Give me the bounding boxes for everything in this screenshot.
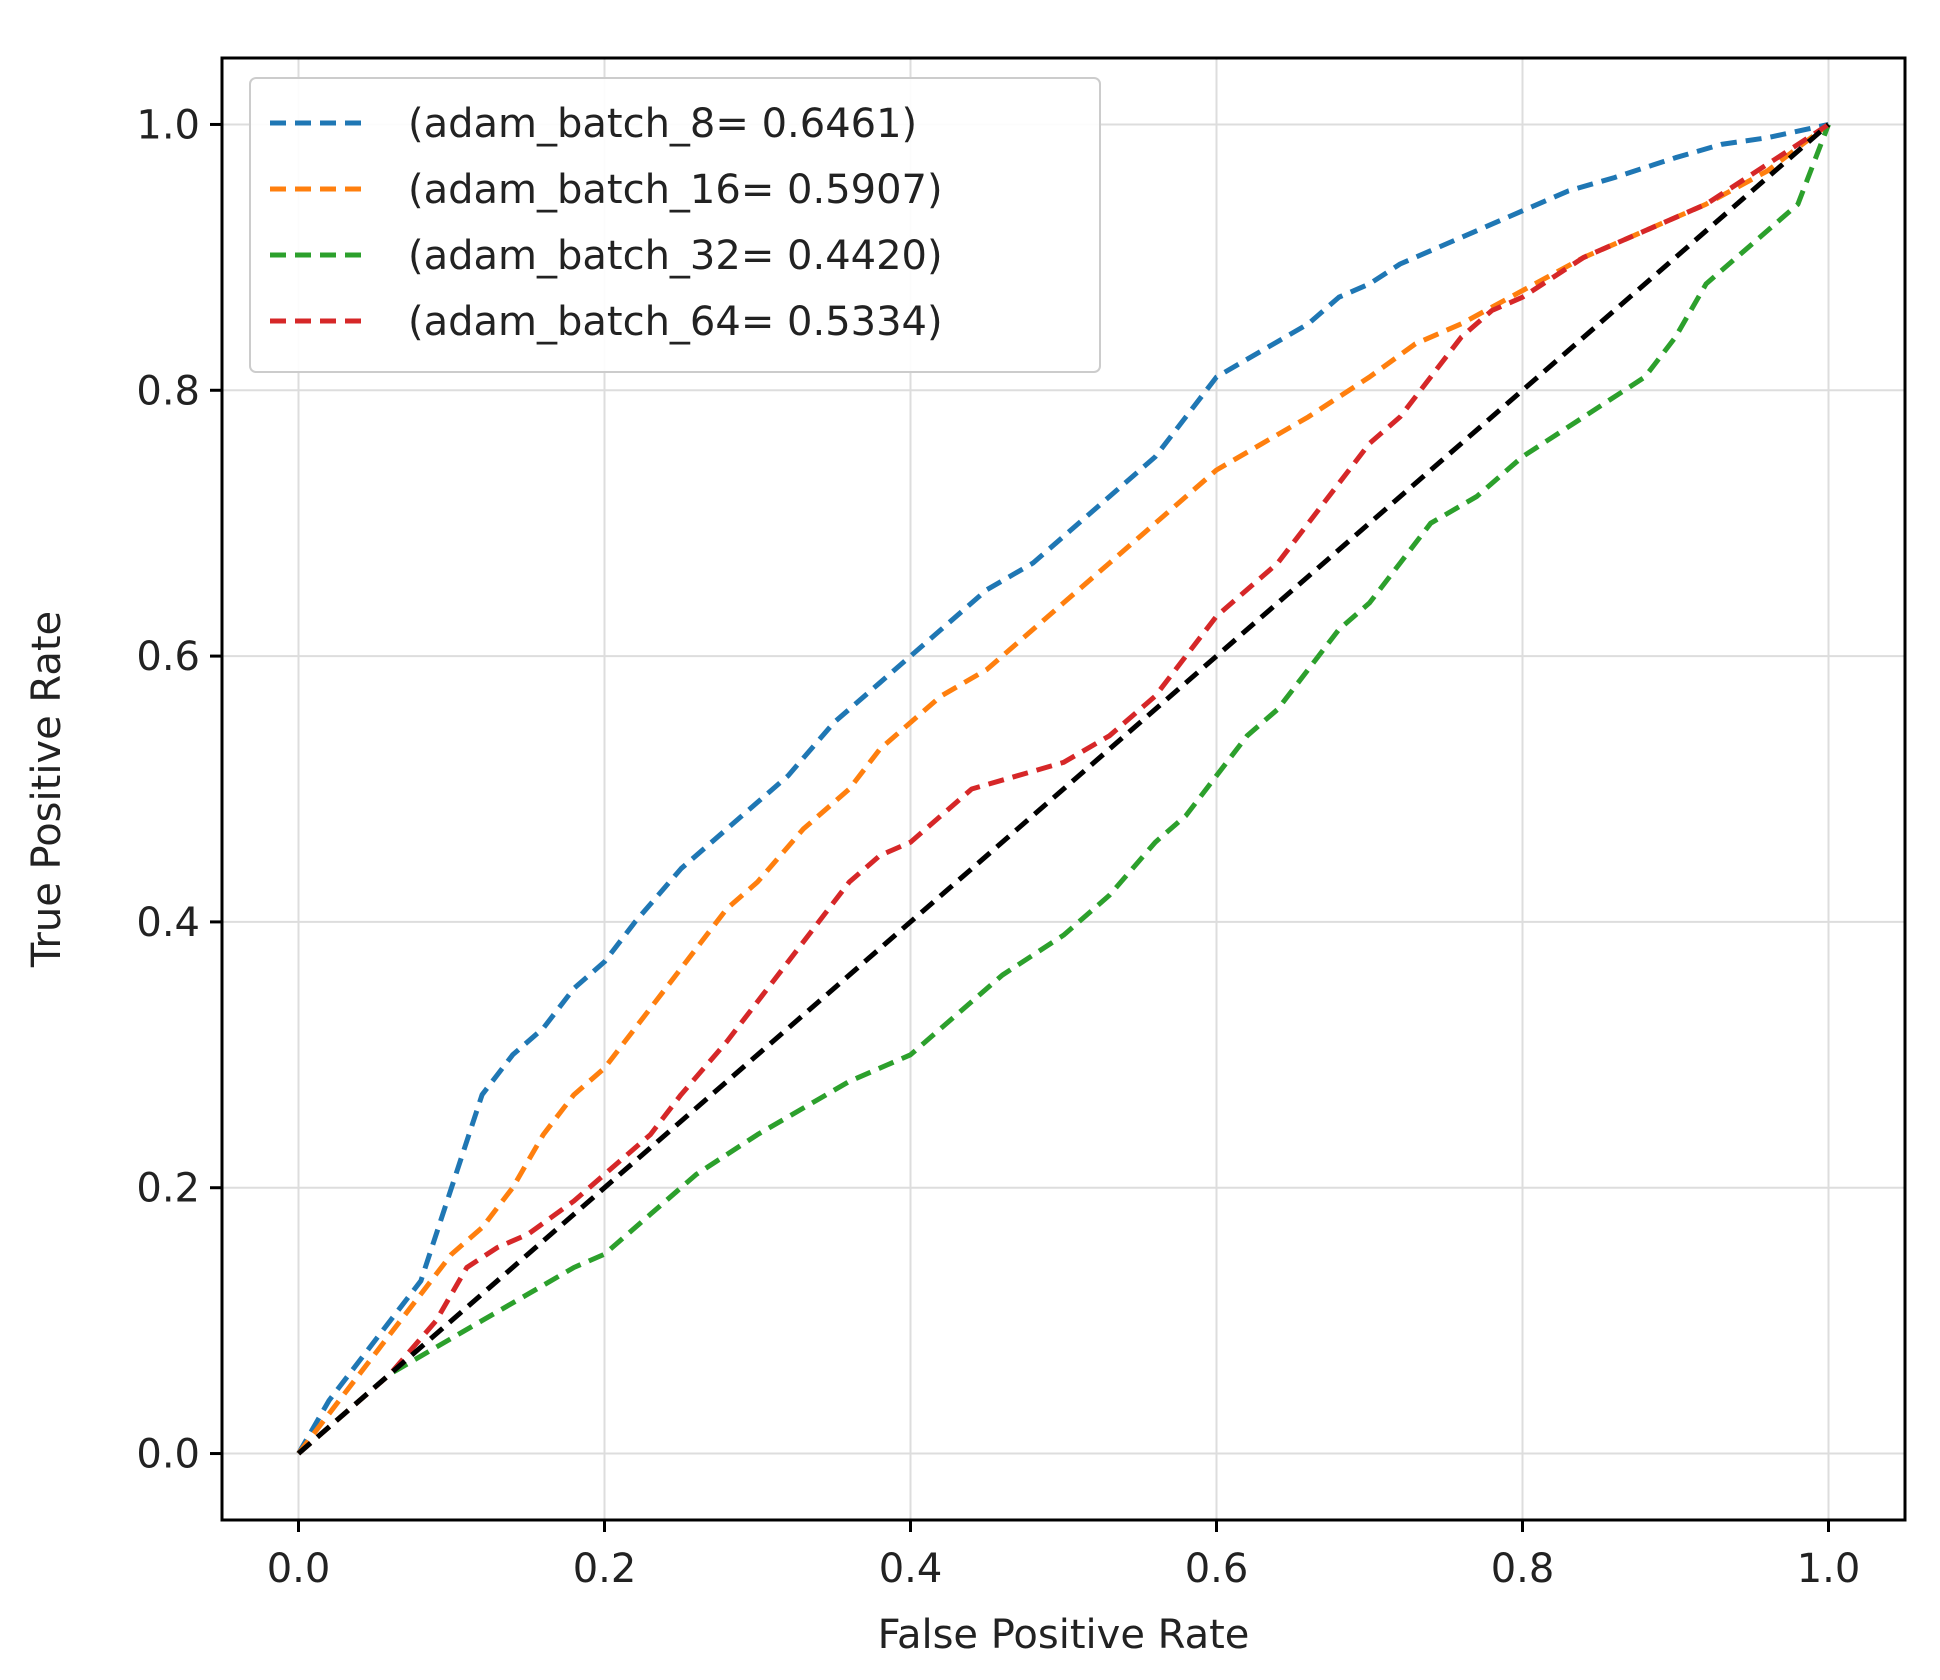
x-tick-label-1: 0.2 — [573, 1546, 637, 1592]
y-tick-label-1: 0.2 — [136, 1166, 200, 1212]
x-tick-label-2: 0.4 — [879, 1546, 943, 1592]
y-tick-label-2: 0.4 — [136, 900, 200, 946]
legend-label-3: (adam_batch_64= 0.5334) — [408, 299, 943, 345]
axis-ticks: 0.0 0.2 0.4 0.6 0.8 1.0 0.0 0.2 0.4 0.6 0.8 1.0 — [136, 102, 1860, 1592]
y-tick-label-3: 0.6 — [136, 634, 200, 680]
x-tick-label-4: 0.8 — [1491, 1546, 1555, 1592]
x-tick-label-0: 0.0 — [267, 1546, 331, 1592]
legend-box — [249, 77, 1101, 373]
y-axis-title: True Positive Rate — [24, 611, 70, 968]
y-tick-label-4: 0.8 — [136, 368, 200, 414]
x-tick-label-3: 0.6 — [1185, 1546, 1249, 1592]
series-line-1 — [296, 122, 1831, 1456]
series-lines — [296, 122, 1831, 1456]
series-line-3 — [296, 122, 1830, 1456]
series-line-2 — [296, 123, 1831, 1456]
x-axis-title: False Positive Rate — [878, 1612, 1250, 1658]
y-tick-label-0: 0.0 — [136, 1432, 200, 1478]
series-line-4 — [296, 122, 1831, 1456]
y-tick-label-5: 1.0 — [136, 102, 200, 148]
legend: (adam_batch_8= 0.6461) (adam_batch_16= 0.… — [249, 77, 1101, 373]
x-tick-label-5: 1.0 — [1797, 1546, 1861, 1592]
legend-label-1: (adam_batch_16= 0.5907) — [408, 167, 943, 213]
legend-label-2: (adam_batch_32= 0.4420) — [408, 233, 943, 279]
plot-frame — [220, 56, 1907, 1522]
legend-label-0: (adam_batch_8= 0.6461) — [408, 101, 917, 147]
series-line-0 — [296, 122, 1830, 1455]
